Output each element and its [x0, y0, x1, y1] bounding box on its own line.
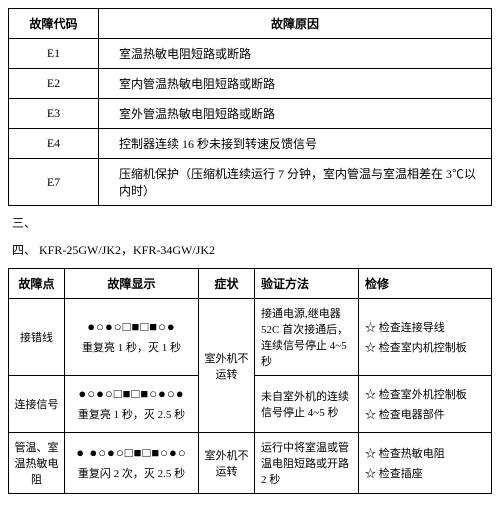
header-verify: 验证方法: [255, 269, 359, 299]
repair-cell: ☆ 检查热敏电阻 ☆ 检查插座: [359, 433, 492, 494]
repair-item: ☆ 检查电器部件: [365, 406, 487, 422]
fault-point-cell: 管温、室温热敏电阻: [9, 433, 65, 494]
fault-display-cell: ●○●○□■□■○●○● 重复亮 1 秒，灭 2.5 秒: [65, 376, 199, 433]
table-row: 接错线●○●○□■□■○●重复亮 1 秒，灭 1 秒室外机不运转接通电源,继电器…: [9, 299, 492, 376]
fault-reason-cell: 控制器连续 16 秒未接到转速反馈信号: [99, 129, 492, 159]
fault-code-cell: E4: [9, 129, 99, 159]
display-text: 重复亮 1 秒，灭 1 秒: [69, 339, 194, 355]
fault-point-table: 故障点 故障显示 症状 验证方法 检修 接错线●○●○□■□■○● 重复亮 1 秒…: [8, 268, 492, 494]
display-text: 重复亮 1 秒，灭 2.5 秒: [69, 406, 194, 422]
fault-point-cell: 接错线: [9, 299, 65, 376]
symptom-cell: 室外机不运转: [199, 299, 255, 433]
dots-pattern: ●○●○□■□■○●: [69, 319, 194, 335]
fault-code-cell: E3: [9, 99, 99, 129]
display-text: 重复闪 2 次，灭 2.5 秒: [69, 465, 194, 481]
table-row: E3室外管温热敏电阻短路或断路: [9, 99, 492, 129]
fault-code-table: 故障代码 故障原因 E1室温热敏电阻短路或断路E2室内管温热敏电阻短路或断路E3…: [8, 8, 492, 206]
table-row: 管温、室温热敏电阻● ●○●○□■□■○●○ 重复闪 2 次，灭 2.5 秒室外机…: [9, 433, 492, 494]
header-repair: 检修: [359, 269, 492, 299]
table-row: E1室温热敏电阻短路或断路: [9, 39, 492, 69]
table-row: E2室内管温热敏电阻短路或断路: [9, 69, 492, 99]
dots-pattern: ● ●○●○□■□■○●○: [69, 445, 194, 461]
header-symptom: 症状: [199, 269, 255, 299]
repair-cell: ☆ 检查连接导线 ☆ 检查室内机控制板: [359, 299, 492, 376]
verify-cell: 未自室外机的连续信号停止 4~5 秒: [255, 376, 359, 433]
symptom-cell: 室外机不运转: [199, 433, 255, 494]
header-code: 故障代码: [9, 9, 99, 39]
dots-pattern: ●○●○□■□■○●○●: [69, 386, 194, 402]
verify-cell: 运行中将室温或管温电阻短路或开路 2 秒: [255, 433, 359, 494]
fault-display-cell: ●○●○□■□■○● 重复亮 1 秒，灭 1 秒: [65, 299, 199, 376]
repair-item: ☆ 检查插座: [365, 465, 487, 481]
fault-code-cell: E2: [9, 69, 99, 99]
header-display: 故障显示: [65, 269, 199, 299]
repair-item: ☆ 检查室外机控制板: [365, 386, 487, 402]
fault-display-cell: ● ●○●○□■□■○●○ 重复闪 2 次，灭 2.5 秒: [65, 433, 199, 494]
repair-item: ☆ 检查连接导线: [365, 319, 487, 335]
fault-code-cell: E1: [9, 39, 99, 69]
repair-cell: ☆ 检查室外机控制板 ☆ 检查电器部件: [359, 376, 492, 433]
fault-reason-cell: 压缩机保护（压缩机连续运行 7 分钟，室内管温与室温相差在 3℃以内时）: [99, 159, 492, 206]
header-point: 故障点: [9, 269, 65, 299]
fault-reason-cell: 室内管温热敏电阻短路或断路: [99, 69, 492, 99]
fault-code-cell: E7: [9, 159, 99, 206]
section-4-heading: 四、 KFR-25GW/JK2，KFR-34GW/JK2: [12, 241, 492, 258]
section-3-heading: 三、: [12, 214, 492, 231]
table-row: E7压缩机保护（压缩机连续运行 7 分钟，室内管温与室温相差在 3℃以内时）: [9, 159, 492, 206]
fault-point-cell: 连接信号: [9, 376, 65, 433]
repair-item: ☆ 检查室内机控制板: [365, 339, 487, 355]
repair-item: ☆ 检查热敏电阻: [365, 445, 487, 461]
header-reason: 故障原因: [99, 9, 492, 39]
table-row: E4控制器连续 16 秒未接到转速反馈信号: [9, 129, 492, 159]
fault-reason-cell: 室温热敏电阻短路或断路: [99, 39, 492, 69]
fault-reason-cell: 室外管温热敏电阻短路或断路: [99, 99, 492, 129]
verify-cell: 接通电源,继电器 52C 首次接通后，连续信号停止 4~5 秒: [255, 299, 359, 376]
